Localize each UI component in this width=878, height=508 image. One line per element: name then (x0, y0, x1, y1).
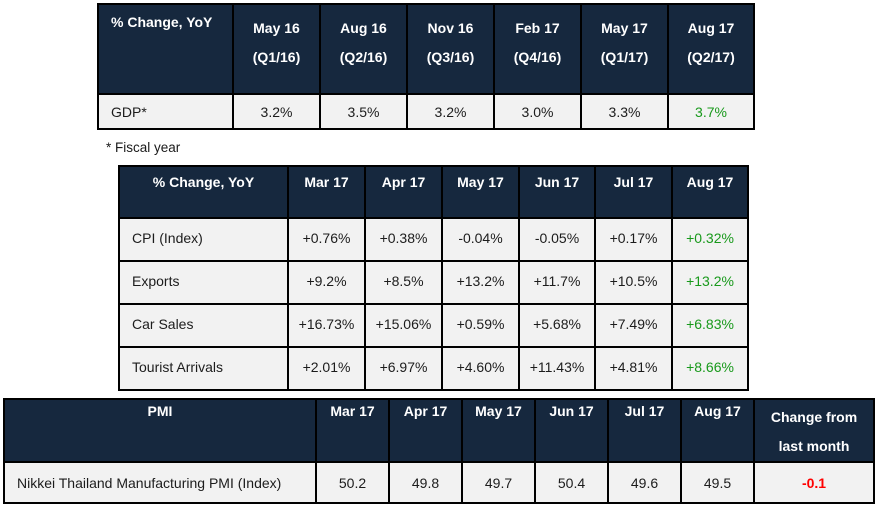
cpi-row: CPI (Index) +0.76% +0.38% -0.04% -0.05% … (118, 217, 749, 262)
pmi-value: 49.6 (607, 461, 682, 504)
car-sales-value: +0.59% (441, 303, 520, 348)
exports-value: +8.5% (364, 260, 443, 305)
tourist-arrivals-value: +2.01% (287, 346, 366, 391)
pmi-value: 49.8 (388, 461, 463, 504)
gdp-value: 3.2% (406, 93, 495, 130)
monthly-col-header-may17: May 17 (441, 165, 520, 219)
cpi-value-latest: +0.32% (671, 217, 749, 262)
pmi-col-header-may17: May 17 (461, 398, 536, 463)
exports-value: +9.2% (287, 260, 366, 305)
cpi-value: +0.38% (364, 217, 443, 262)
cpi-value: -0.05% (518, 217, 596, 262)
gdp-value: 3.2% (232, 93, 321, 130)
cpi-value: +0.17% (594, 217, 673, 262)
col-month: Aug 16 (340, 20, 387, 36)
car-sales-value: +15.06% (364, 303, 443, 348)
row-label: CPI (Index) (118, 217, 289, 262)
tourist-arrivals-value: +4.60% (441, 346, 520, 391)
col-quarter: (Q4/16) (513, 49, 562, 65)
gdp-table-header-row: % Change, YoY May 16 (Q1/16) Aug 16 (Q2/… (97, 3, 755, 95)
col-quarter: (Q1/17) (600, 49, 649, 65)
col-quarter: (Q3/16) (426, 49, 475, 65)
pmi-col-header-jul17: Jul 17 (607, 398, 682, 463)
pmi-col-header-apr17: Apr 17 (388, 398, 463, 463)
pmi-value: 49.7 (461, 461, 536, 504)
gdp-value: 3.0% (493, 93, 582, 130)
monthly-col-header-jun17: Jun 17 (518, 165, 596, 219)
pmi-col-header-jun17: Jun 17 (534, 398, 609, 463)
col-quarter: (Q2/16) (339, 49, 388, 65)
gdp-col-header-aug16: Aug 16 (Q2/16) (319, 3, 408, 95)
pmi-col-header-mar17: Mar 17 (315, 398, 390, 463)
row-label: Exports (118, 260, 289, 305)
tourist-arrivals-value: +6.97% (364, 346, 443, 391)
car-sales-value-latest: +6.83% (671, 303, 749, 348)
change-line1: Change from (770, 409, 858, 425)
cpi-value: -0.04% (441, 217, 520, 262)
col-month: Aug 17 (687, 20, 735, 36)
monthly-table-title: % Change, YoY (118, 165, 289, 219)
pmi-col-header-change: Change from last month (753, 398, 875, 463)
exports-value: +10.5% (594, 260, 673, 305)
pmi-value: 49.5 (680, 461, 755, 504)
pmi-value: 50.2 (315, 461, 390, 504)
col-month: Feb 17 (515, 20, 560, 36)
pmi-table-title: PMI (3, 398, 317, 463)
gdp-col-header-may17: May 17 (Q1/17) (580, 3, 669, 95)
row-label: Tourist Arrivals (118, 346, 289, 391)
gdp-data-row: GDP* 3.2% 3.5% 3.2% 3.0% 3.3% 3.7% (97, 93, 755, 130)
monthly-table-header-row: % Change, YoY Mar 17 Apr 17 May 17 Jun 1… (118, 165, 749, 219)
exports-value: +13.2% (441, 260, 520, 305)
exports-row: Exports +9.2% +8.5% +13.2% +11.7% +10.5%… (118, 260, 749, 305)
row-label: Car Sales (118, 303, 289, 348)
tourist-arrivals-value: +11.43% (518, 346, 596, 391)
col-quarter: (Q2/17) (687, 49, 735, 65)
col-month: May 16 (253, 20, 300, 36)
pmi-col-header-aug17: Aug 17 (680, 398, 755, 463)
gdp-value: 3.5% (319, 93, 408, 130)
pmi-value: 50.4 (534, 461, 609, 504)
fiscal-year-footnote: * Fiscal year (106, 140, 181, 155)
change-line2: last month (778, 438, 850, 454)
car-sales-row: Car Sales +16.73% +15.06% +0.59% +5.68% … (118, 303, 749, 348)
car-sales-value: +5.68% (518, 303, 596, 348)
exports-value-latest: +13.2% (671, 260, 749, 305)
gdp-col-header-feb17: Feb 17 (Q4/16) (493, 3, 582, 95)
monthly-col-header-jul17: Jul 17 (594, 165, 673, 219)
col-month: May 17 (601, 20, 648, 36)
tourist-arrivals-value: +4.81% (594, 346, 673, 391)
car-sales-value: +16.73% (287, 303, 366, 348)
exports-value: +11.7% (518, 260, 596, 305)
gdp-row-label: GDP* (97, 93, 234, 130)
col-month: Nov 16 (427, 20, 474, 36)
gdp-col-header-may16: May 16 (Q1/16) (232, 3, 321, 95)
monthly-col-header-aug17: Aug 17 (671, 165, 749, 219)
gdp-value-latest: 3.7% (667, 93, 755, 130)
car-sales-value: +7.49% (594, 303, 673, 348)
cpi-value: +0.76% (287, 217, 366, 262)
col-quarter: (Q1/16) (252, 49, 301, 65)
tourist-arrivals-row: Tourist Arrivals +2.01% +6.97% +4.60% +1… (118, 346, 749, 391)
gdp-table: % Change, YoY May 16 (Q1/16) Aug 16 (Q2/… (97, 3, 755, 130)
monthly-col-header-apr17: Apr 17 (364, 165, 443, 219)
monthly-col-header-mar17: Mar 17 (287, 165, 366, 219)
gdp-value: 3.3% (580, 93, 669, 130)
tourist-arrivals-value-latest: +8.66% (671, 346, 749, 391)
pmi-change-value: -0.1 (753, 461, 875, 504)
pmi-table: PMI Mar 17 Apr 17 May 17 Jun 17 Jul 17 A… (3, 398, 875, 504)
monthly-indicators-table: % Change, YoY Mar 17 Apr 17 May 17 Jun 1… (118, 165, 749, 391)
row-label: Nikkei Thailand Manufacturing PMI (Index… (3, 461, 317, 504)
pmi-table-header-row: PMI Mar 17 Apr 17 May 17 Jun 17 Jul 17 A… (3, 398, 875, 463)
gdp-table-title: % Change, YoY (97, 3, 234, 95)
gdp-col-header-nov16: Nov 16 (Q3/16) (406, 3, 495, 95)
gdp-col-header-aug17: Aug 17 (Q2/17) (667, 3, 755, 95)
nikkei-pmi-row: Nikkei Thailand Manufacturing PMI (Index… (3, 461, 875, 504)
